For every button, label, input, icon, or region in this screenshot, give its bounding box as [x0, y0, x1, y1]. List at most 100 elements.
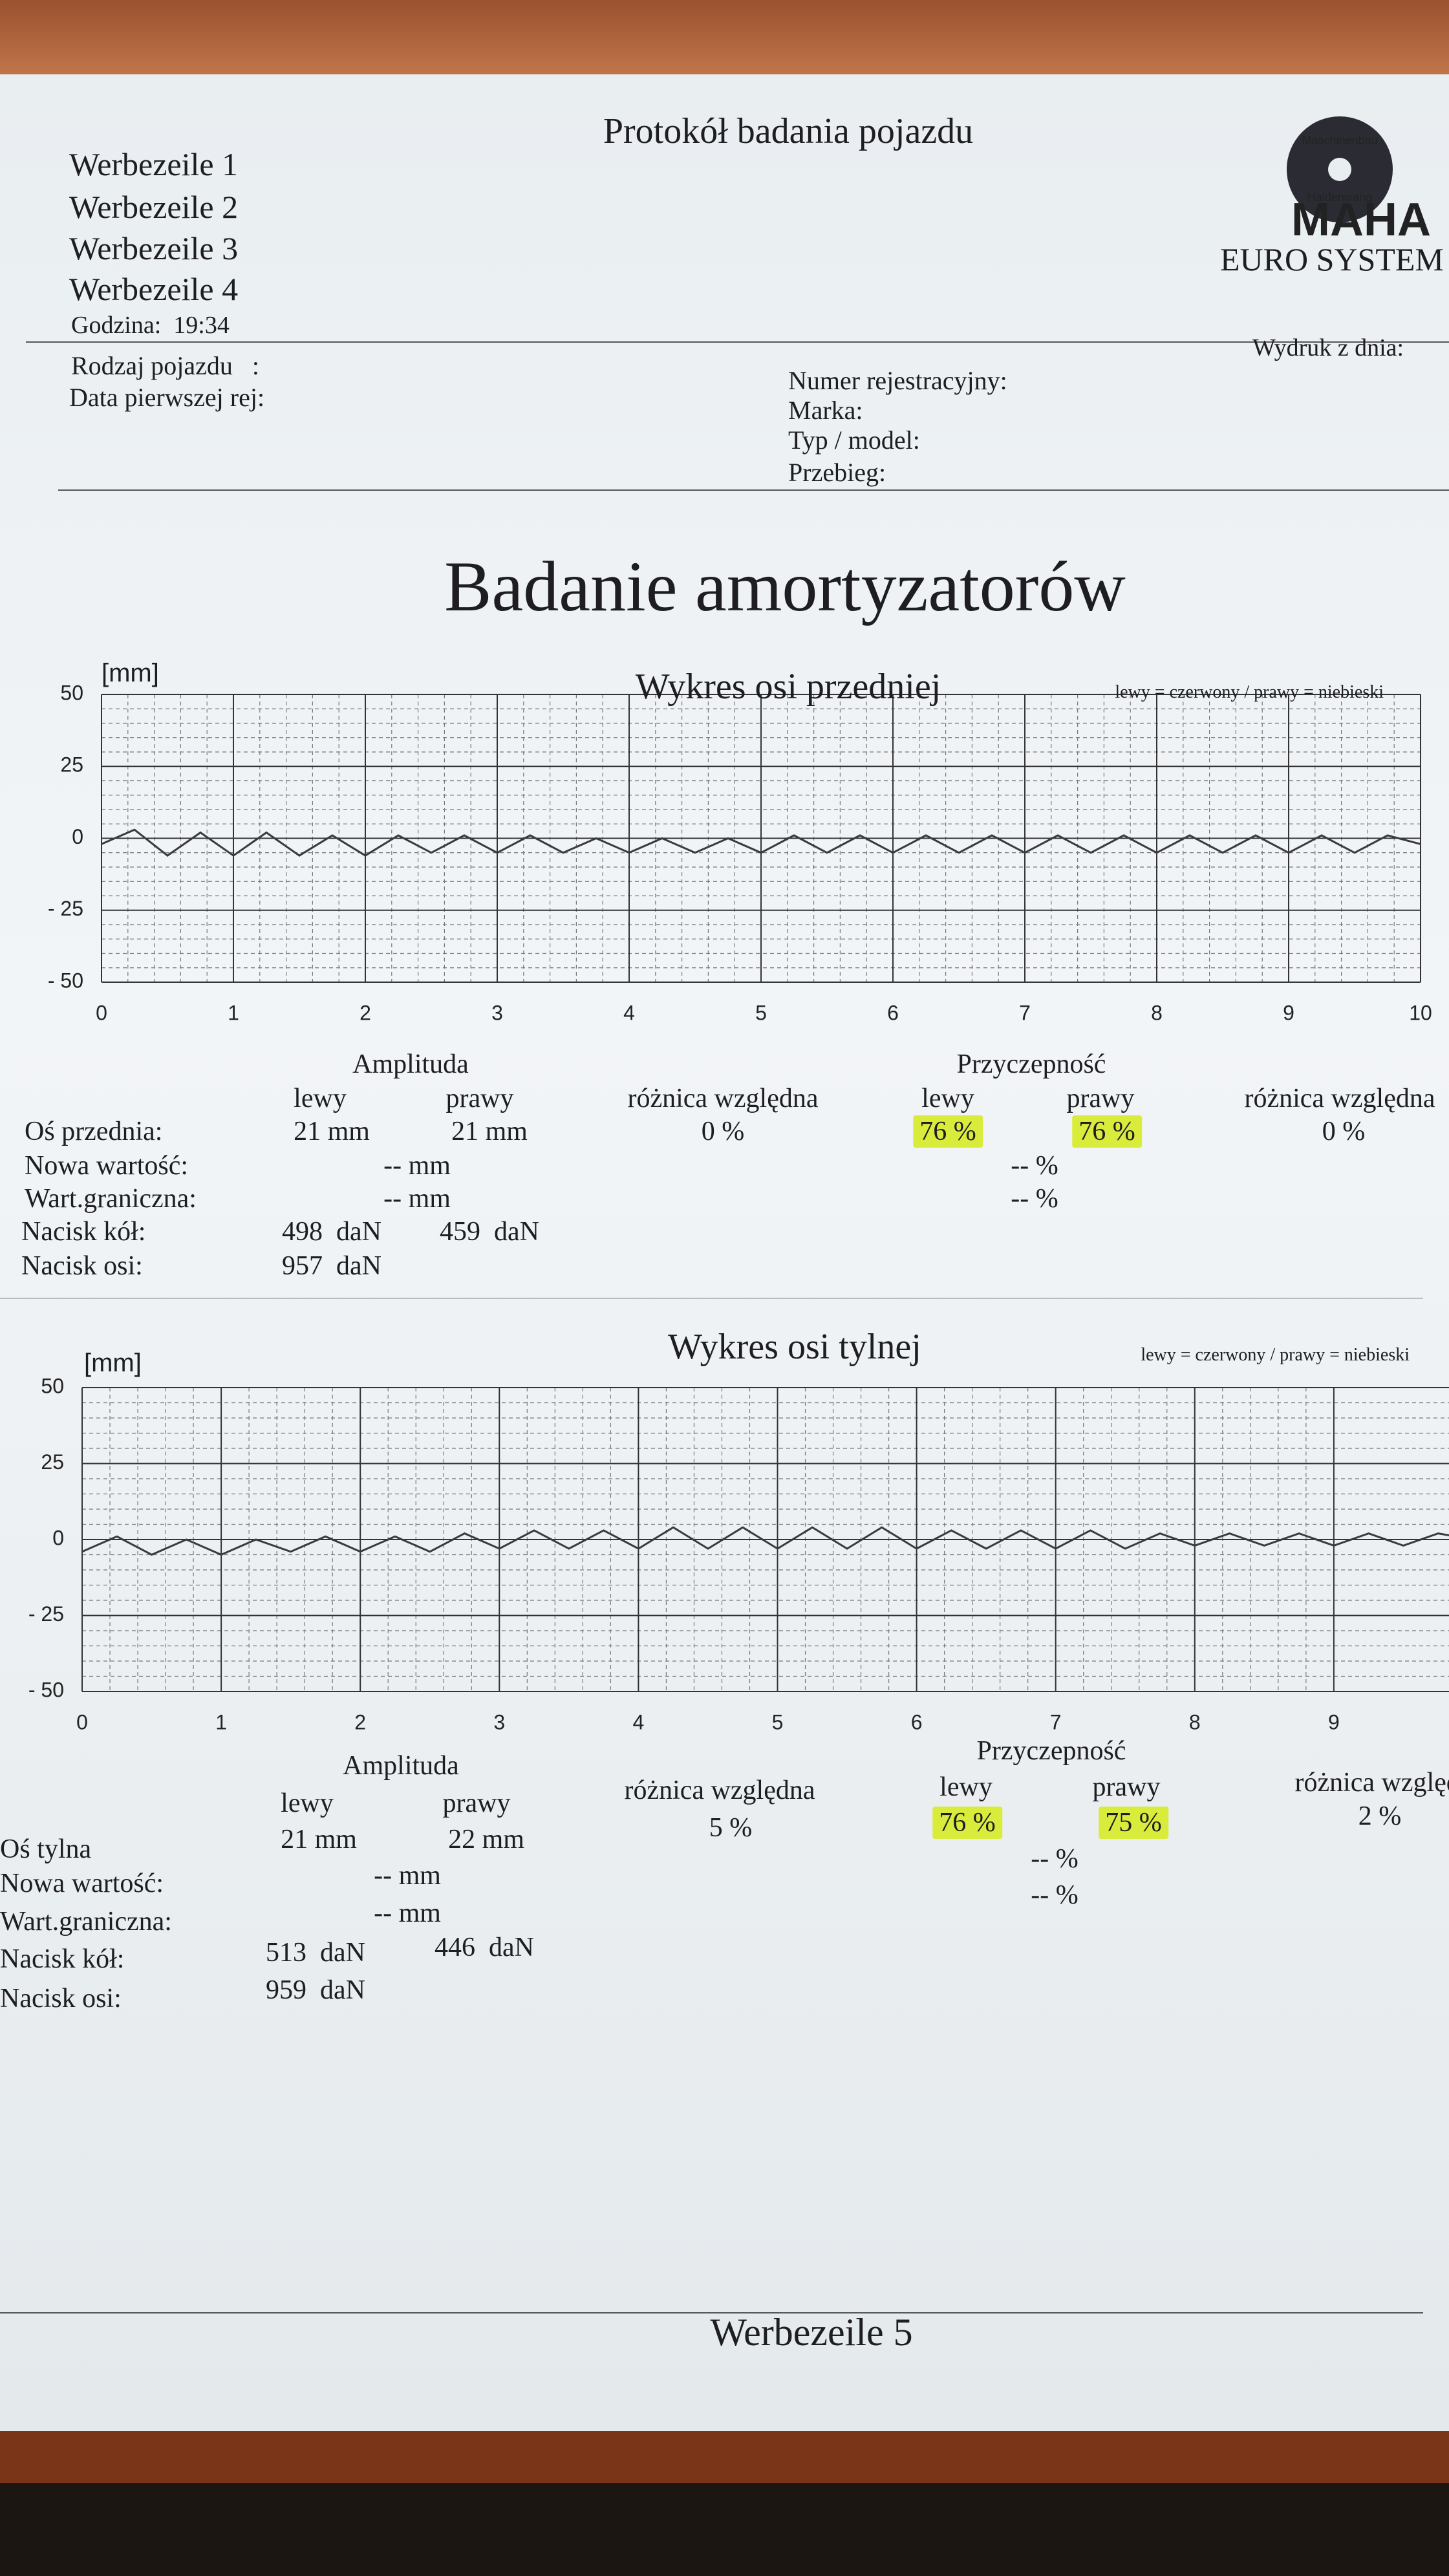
text: Nacisk osi: — [21, 1251, 143, 1281]
text: lewy — [921, 1084, 974, 1113]
text: 2 % — [1358, 1801, 1402, 1831]
company: EURO SYSTEM — [1220, 241, 1444, 277]
field-label: Marka: — [788, 396, 863, 425]
text: -- mm — [374, 1861, 441, 1891]
text: -- mm — [374, 1898, 441, 1928]
y-tick-label: 0 — [72, 825, 83, 848]
x-tick-label: 7 — [1050, 1710, 1062, 1733]
text: Nacisk kół: — [21, 1217, 146, 1247]
y-tick-label: 0 — [52, 1526, 64, 1549]
x-tick-label: 9 — [1328, 1710, 1340, 1733]
text: 21 mm — [294, 1117, 370, 1146]
text: 513 daN — [266, 1938, 365, 1968]
logo-gear — [1328, 158, 1351, 181]
text: 5 % — [709, 1813, 753, 1843]
text: Przyczepność — [976, 1736, 1126, 1766]
text: Oś tylna — [0, 1834, 92, 1864]
x-tick-label: 2 — [354, 1710, 366, 1733]
text: prawy — [445, 1084, 514, 1113]
text: Przyczepność — [956, 1049, 1106, 1079]
signal-line — [101, 828, 1421, 857]
highlighted-value: 76 % — [913, 1115, 983, 1148]
x-tick-label: 8 — [1151, 1001, 1163, 1024]
header-line: Werbezeile 4 — [69, 271, 239, 307]
rule — [0, 1298, 1423, 1299]
legend-note: lewy = czerwony / prawy = niebieski — [1115, 682, 1384, 702]
footer: Werbezeile 5 — [710, 2311, 913, 2354]
text: 459 daN — [440, 1217, 539, 1247]
text: 21 mm — [451, 1117, 528, 1146]
text: Amplituda — [343, 1751, 459, 1781]
x-tick-label: 10 — [1409, 1001, 1432, 1024]
x-tick-label: 7 — [1019, 1001, 1031, 1024]
x-tick-label: 1 — [215, 1710, 227, 1733]
highlighted-value: 76 % — [932, 1807, 1002, 1839]
y-tick-label: - 50 — [48, 969, 83, 992]
section-heading: Badanie amortyzatorów — [444, 547, 1126, 626]
x-tick-label: 4 — [623, 1001, 635, 1024]
text: Amplituda — [352, 1049, 469, 1079]
x-tick-label: 0 — [96, 1001, 107, 1024]
header-line: Werbezeile 3 — [69, 230, 239, 266]
text: Wart.graniczna: — [0, 1907, 172, 1937]
y-tick-label: 25 — [41, 1450, 64, 1474]
header-line: Werbezeile 2 — [69, 189, 239, 225]
y-tick-label: 50 — [60, 681, 83, 704]
x-tick-label: 6 — [911, 1710, 923, 1733]
field-label: Data pierwszej rej: — [69, 383, 265, 412]
text: -- % — [1031, 1844, 1079, 1874]
logo — [1287, 116, 1393, 222]
text: 498 daN — [282, 1217, 381, 1247]
text: Wart.graniczna: — [25, 1184, 197, 1214]
x-tick-label: 3 — [493, 1710, 505, 1733]
field-label: Rodzaj pojazdu : — [71, 351, 260, 380]
logo-ring-text: Haldenwang — [1307, 191, 1372, 204]
text: Oś przednia: — [25, 1117, 163, 1146]
signal-line — [81, 1526, 1449, 1556]
text: Nowa wartość: — [0, 1869, 164, 1898]
x-tick-label: 5 — [755, 1001, 767, 1024]
desk-top — [0, 0, 1449, 78]
field-label: Numer rejestracyjny: — [788, 366, 1007, 395]
axis-label: [mm] — [84, 1349, 142, 1377]
logo-brand: MAHA — [1291, 194, 1431, 246]
field-label: Przebieg: — [788, 458, 886, 487]
y-tick-label: 25 — [60, 753, 83, 777]
text: 446 daN — [435, 1933, 534, 1962]
printed-label: Wydruk z dnia: — [1252, 334, 1404, 361]
text: prawy — [1066, 1084, 1135, 1113]
time: Godzina: 19:34 — [71, 312, 230, 339]
text: Nacisk kół: — [0, 1944, 125, 1974]
chart-title: Wykres osi tylnej — [668, 1327, 921, 1367]
text: 22 mm — [448, 1825, 524, 1854]
text: -- % — [1011, 1184, 1058, 1214]
text: różnica względna — [624, 1776, 815, 1805]
text: prawy — [1092, 1772, 1161, 1802]
logo-ring-text: Maschinenbau — [1302, 134, 1377, 147]
text: prawy — [442, 1788, 511, 1818]
chart-title: Wykres osi przedniej — [635, 667, 941, 707]
text: -- % — [1031, 1880, 1079, 1910]
text: lewy — [939, 1772, 993, 1802]
y-tick-label: 50 — [41, 1374, 64, 1397]
x-tick-label: 0 — [76, 1710, 88, 1733]
text: lewy — [281, 1788, 334, 1818]
header-line: Werbezeile 1 — [69, 146, 239, 182]
x-tick-label: 9 — [1283, 1001, 1294, 1024]
document-title: Protokół badania pojazdu — [603, 111, 974, 151]
text: -- mm — [383, 1184, 451, 1214]
text: różnica względna — [1244, 1084, 1435, 1113]
text: różnica względna — [627, 1084, 819, 1113]
text: 0 % — [1322, 1117, 1366, 1146]
paper — [0, 74, 1449, 2431]
text: Nowa wartość: — [25, 1151, 189, 1181]
desk-edge — [0, 2431, 1449, 2483]
axis-label: [mm] — [102, 659, 159, 687]
text: Nacisk osi: — [0, 1984, 122, 2013]
text: 957 daN — [282, 1251, 381, 1281]
rule — [58, 489, 1449, 491]
rule — [0, 2312, 1423, 2313]
